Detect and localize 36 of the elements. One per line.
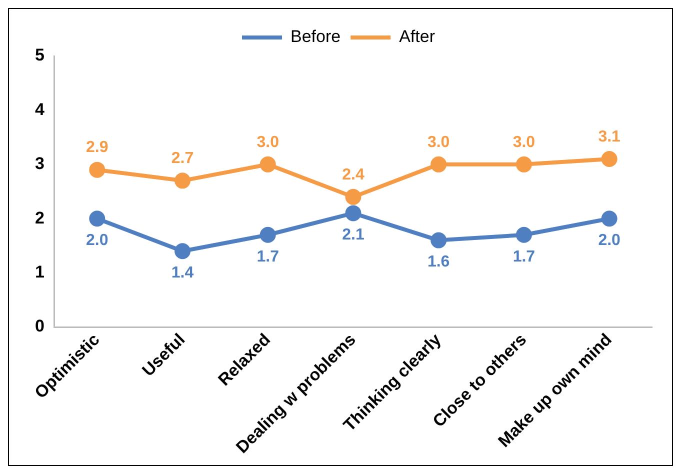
y-tick-label: 0 <box>34 316 44 336</box>
data-label: 2.0 <box>86 232 108 250</box>
y-tick-label: 3 <box>34 154 44 174</box>
data-label: 3.0 <box>427 134 450 151</box>
point <box>601 210 618 227</box>
point <box>601 150 618 167</box>
data-label: 3.0 <box>512 134 536 151</box>
y-tick-label: 2 <box>34 208 44 228</box>
y-tick-label: 5 <box>34 46 44 65</box>
data-label: 2.0 <box>598 232 621 250</box>
point <box>430 232 447 248</box>
data-label: 3.0 <box>256 134 280 151</box>
legend-label: Before <box>290 27 341 46</box>
point <box>89 210 106 227</box>
point <box>430 156 447 172</box>
point <box>89 162 106 178</box>
data-label: 1.7 <box>256 248 280 266</box>
data-label: 2.9 <box>86 139 108 156</box>
point <box>174 243 190 260</box>
point <box>345 188 362 205</box>
legend-label: After <box>399 27 436 46</box>
data-label: 1.6 <box>427 254 450 271</box>
point <box>174 172 190 189</box>
data-label: 2.4 <box>342 166 364 184</box>
point <box>516 226 532 243</box>
point <box>260 226 276 243</box>
data-label: 3.1 <box>598 128 621 146</box>
data-label: 1.4 <box>171 264 194 282</box>
y-tick-label: 4 <box>34 100 45 119</box>
point <box>260 156 276 172</box>
data-label: 2.1 <box>342 226 364 244</box>
point <box>516 156 532 172</box>
point <box>345 205 362 222</box>
data-label: 2.7 <box>171 150 194 168</box>
data-label: 1.7 <box>512 248 536 266</box>
y-tick-label: 1 <box>34 262 44 282</box>
